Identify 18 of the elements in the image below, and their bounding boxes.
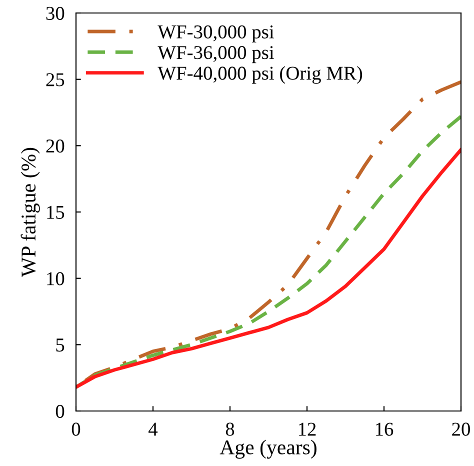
x-tick-label: 8 [226,422,234,436]
legend-label: WF-40,000 psi (Orig MR) [158,66,362,84]
x-tick-label: 4 [148,422,158,436]
y-tick-label: 5 [56,338,64,352]
y-tick-label: 15 [47,206,64,219]
x-tick-label: 0 [72,422,80,436]
x-axis-title: Age (years) [220,440,316,459]
y-tick-label: 30 [46,6,64,20]
y-tick-label: 25 [46,73,64,86]
y-tick-label: 20 [46,139,64,153]
y-tick-label: 10 [47,272,64,286]
x-tick-label: 20 [452,422,470,436]
legend-label: WF-30,000 psi [158,25,274,42]
x-tick-label: 16 [376,422,394,436]
y-axis-title: WP fatigue (%) [20,148,40,277]
y-tick-label: 0 [56,404,64,418]
legend-label: WF-36,000 psi [158,46,274,64]
x-tick-label: 12 [298,422,316,436]
